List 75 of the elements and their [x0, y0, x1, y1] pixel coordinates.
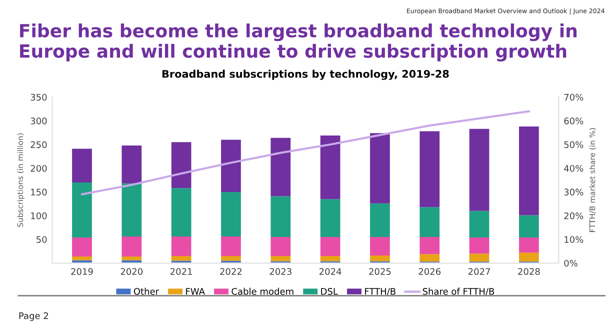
bar	[122, 236, 142, 256]
x-tick-label: 2021	[170, 268, 192, 275]
x-tick-label: 2028	[518, 268, 540, 275]
y-tick-label: 300	[30, 118, 47, 124]
x-tick-label: 2022	[220, 268, 242, 275]
line-series	[80, 110, 530, 196]
legend-label: Share of FTTH/B	[422, 288, 494, 296]
bar	[370, 203, 390, 238]
legend-label: FTTH/B	[365, 288, 396, 296]
bar	[420, 237, 440, 254]
bar	[270, 256, 291, 262]
y2-tick-label: 30%	[564, 188, 584, 196]
bar	[469, 210, 490, 238]
bar	[270, 138, 291, 196]
legend-label: DSL	[321, 288, 338, 295]
bar	[221, 236, 241, 256]
text: Fiber has become the largest broadband technology in Europe and will continue to drive subscription growth	[20, 24, 577, 62]
bar	[171, 256, 192, 261]
bar	[370, 133, 390, 204]
bar	[420, 131, 440, 208]
y-tick-label: 350	[30, 94, 47, 101]
bar	[270, 196, 291, 238]
bar	[420, 254, 440, 262]
bar	[469, 128, 490, 211]
bar	[469, 254, 490, 262]
bar	[370, 237, 390, 256]
x-tick-label: 2027	[468, 268, 490, 275]
bar	[420, 207, 440, 238]
x-tick-label: 2019	[71, 268, 93, 275]
bar	[221, 140, 241, 192]
bar	[171, 236, 192, 256]
y2-tick-label: 0%	[564, 260, 578, 267]
x-tick-label: 2024	[319, 268, 342, 275]
bar	[519, 252, 539, 262]
bar	[72, 182, 92, 238]
bar	[122, 183, 142, 237]
bar	[370, 256, 390, 262]
y2-tick-label: 40%	[564, 164, 584, 172]
bar	[469, 237, 490, 254]
x-tick-label: 2026	[418, 268, 441, 275]
bar	[270, 237, 291, 256]
bar	[519, 126, 539, 216]
y2-tick-label: 60%	[564, 118, 584, 124]
y2-tick-label: 10%	[564, 236, 584, 243]
text: Page 2	[19, 312, 48, 321]
y-tick-label: 200	[30, 164, 47, 172]
x-tick-label: 2023	[270, 268, 292, 275]
bar	[72, 148, 92, 182]
legend-label: Other	[134, 288, 160, 295]
bar	[221, 192, 241, 237]
y2-tick-label: 70%	[564, 94, 584, 101]
bar	[122, 256, 142, 260]
y2-tick-label: 20%	[564, 212, 584, 220]
legend-label: Cable modem	[232, 288, 294, 295]
bar	[221, 256, 241, 261]
bar	[519, 215, 539, 238]
bar	[519, 237, 539, 253]
bar	[320, 256, 340, 262]
bar	[171, 142, 192, 188]
bar	[72, 256, 92, 260]
bar	[320, 199, 340, 238]
bar	[320, 136, 340, 200]
x-tick-label: 2025	[369, 268, 391, 275]
chart-title: Broadband subscriptions by technology, 2019-28	[162, 70, 449, 80]
y-tick-label: 250	[30, 141, 47, 148]
legend-label: FWA	[186, 288, 205, 295]
y-tick-label: 100	[31, 212, 47, 220]
x-tick-label: 2020	[120, 268, 143, 275]
y2-tick-label: 50%	[564, 141, 584, 148]
y-tick-label: 150	[31, 188, 47, 196]
bar	[72, 237, 92, 256]
bar	[122, 145, 142, 184]
bar	[320, 237, 340, 256]
y-tick-label: 50	[36, 236, 47, 243]
bar	[171, 188, 192, 237]
